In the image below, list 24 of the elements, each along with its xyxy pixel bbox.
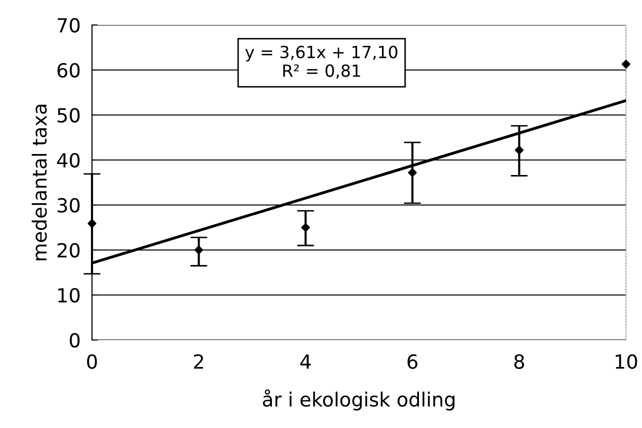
annotation: y = 3,61x + 17,10	[245, 46, 398, 62]
x-tick-label: 4	[300, 354, 311, 369]
x-tick-label: 0	[87, 354, 97, 369]
x-tick-label: 6	[408, 354, 418, 369]
point	[514, 146, 524, 154]
y-tick-label: 0	[70, 332, 80, 348]
y-tick-label: 60	[58, 62, 80, 78]
x-axis-title: år i ekologisk odling	[262, 389, 454, 410]
y-tick-label: 70	[58, 18, 80, 33]
y-tick-label: 30	[58, 198, 80, 213]
point	[622, 60, 630, 69]
y-axis-title: medelantal taxa	[32, 104, 47, 260]
point	[408, 168, 417, 177]
y-tick-label: 20	[58, 242, 80, 258]
x-tick-label: 2	[194, 354, 204, 369]
y-tick-label: 40	[57, 152, 80, 168]
y-tick-label: 50	[58, 108, 80, 123]
point	[194, 246, 204, 254]
point	[301, 223, 310, 232]
point	[88, 219, 96, 228]
annotation: R² = 0,81	[283, 64, 360, 79]
x-tick-label: 10	[616, 354, 638, 369]
x-tick-label: 8	[514, 354, 524, 369]
y-tick-label: 10	[58, 288, 80, 303]
